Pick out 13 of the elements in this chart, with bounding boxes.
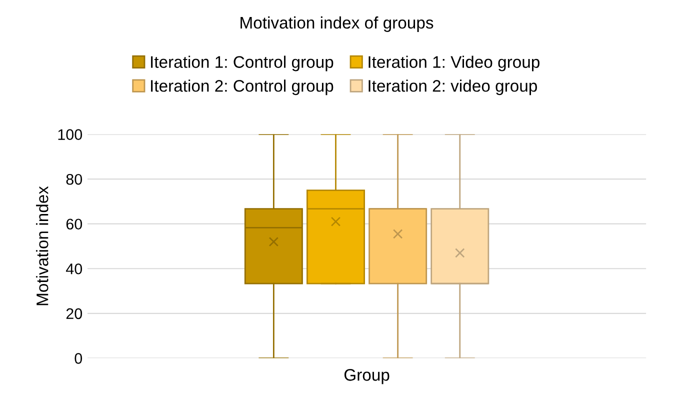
legend-label: Iteration 2: video group xyxy=(368,80,537,96)
legend-label: Iteration 1: Video group xyxy=(368,56,540,72)
legend-label: Iteration 2: Control group xyxy=(151,80,334,96)
legend-label: Iteration 1: Control group xyxy=(151,56,334,72)
y-tick-label: 100 xyxy=(58,129,82,140)
y-tick-label: 20 xyxy=(66,308,82,320)
chart-title: Motivation index of groups xyxy=(240,16,434,32)
y-tick-label: 80 xyxy=(66,174,82,185)
y-tick-label: 40 xyxy=(66,263,82,274)
y-axis-title: Motivation index xyxy=(36,186,48,306)
y-tick-label: 0 xyxy=(74,353,82,364)
y-tick-label: 60 xyxy=(66,218,82,230)
x-axis-title: Group xyxy=(344,369,390,384)
